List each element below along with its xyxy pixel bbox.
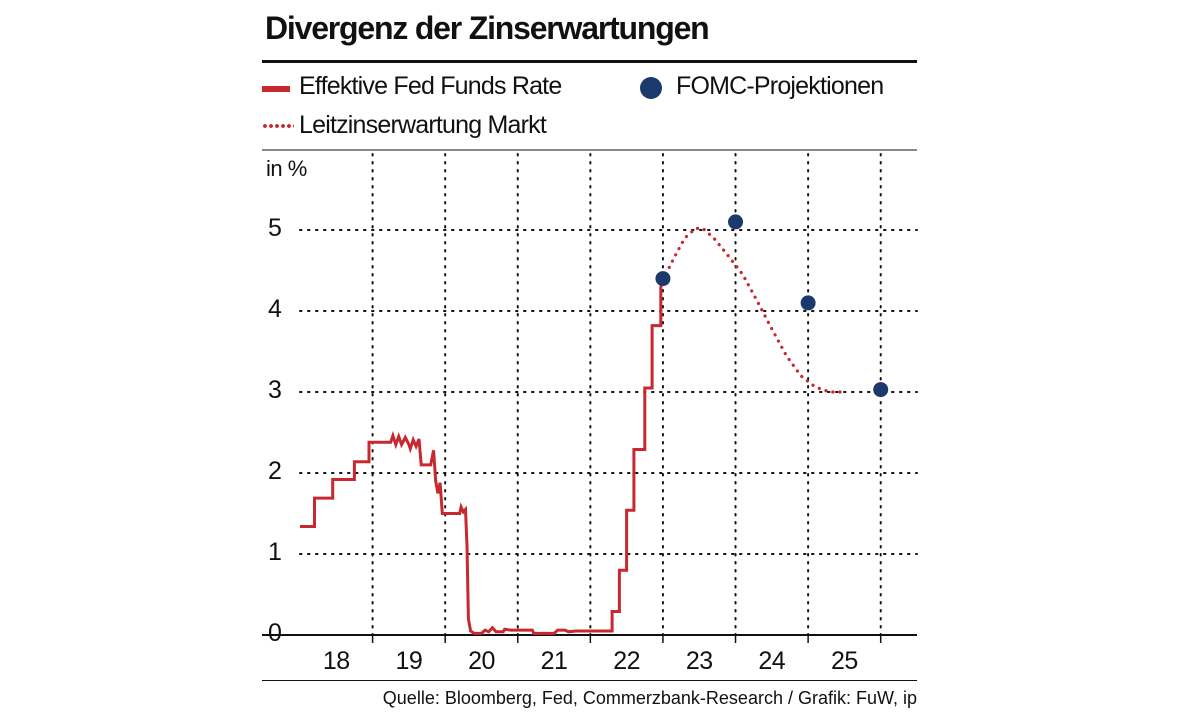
y-axis-unit: in % xyxy=(266,156,307,181)
fomc-point xyxy=(728,214,744,230)
source-credit: Quelle: Bloomberg, Fed, Commerzbank-Rese… xyxy=(382,688,917,708)
legend-label-market: Leitzinserwartung Markt xyxy=(299,111,547,139)
x-tick-label: 25 xyxy=(831,647,858,675)
legend-swatch-fomc xyxy=(640,77,662,99)
series-line-leitzinserwartung-markt xyxy=(661,226,847,394)
y-tick-label: 0 xyxy=(268,619,282,647)
x-tick-label: 22 xyxy=(613,647,641,675)
fomc-point xyxy=(873,382,889,398)
x-tick-label: 24 xyxy=(758,647,786,675)
x-tick-label: 19 xyxy=(395,647,423,675)
y-tick-label: 2 xyxy=(268,457,282,485)
y-tick-label: 4 xyxy=(268,295,282,323)
y-tick-label: 3 xyxy=(268,376,282,404)
x-tick-label: 18 xyxy=(322,647,350,675)
fomc-point xyxy=(800,295,816,311)
chart-title: Divergenz der Zinserwartungen xyxy=(265,10,710,46)
bottom-rule xyxy=(262,680,917,681)
fomc-point xyxy=(655,271,671,287)
y-tick-label: 5 xyxy=(268,214,282,242)
legend-label-rate: Effektive Fed Funds Rate xyxy=(299,72,562,100)
x-tick-label: 20 xyxy=(468,647,495,675)
x-tick-label: 23 xyxy=(685,647,713,675)
legend-swatch-market xyxy=(262,124,294,128)
series-line-effektive-fed-funds-rate xyxy=(300,282,665,635)
legend-swatch-rate xyxy=(262,86,290,92)
y-tick-label: 1 xyxy=(268,538,282,566)
title-rule xyxy=(262,60,917,63)
x-tick-label: 21 xyxy=(540,647,568,675)
legend-label-fomc: FOMC-Projektionen xyxy=(676,72,884,100)
